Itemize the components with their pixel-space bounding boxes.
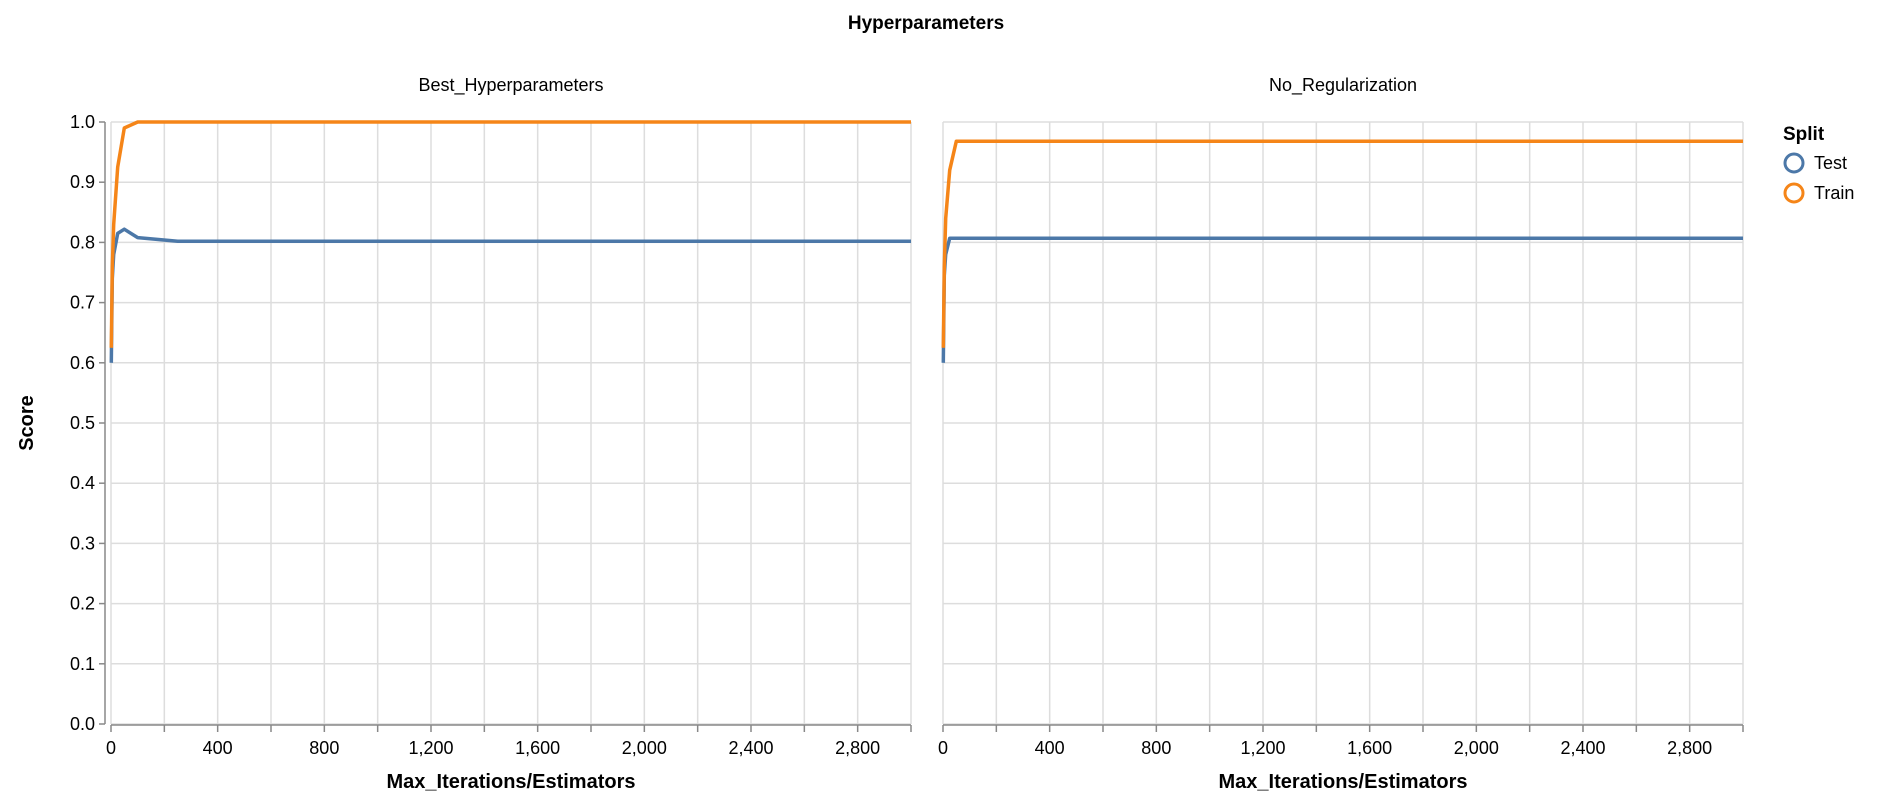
x-tick-label: 400	[203, 738, 233, 758]
legend-title: Split	[1783, 124, 1825, 145]
chart-title: Hyperparameters	[848, 13, 1004, 34]
legend-symbol-test	[1783, 152, 1805, 174]
series-line-test	[941, 236, 1743, 363]
x-tick-label: 1,200	[408, 738, 453, 758]
x-tick-label: 800	[1141, 738, 1171, 758]
x-tick-label: 2,000	[1454, 738, 1499, 758]
x-axis-title: Max_Iterations/Estimators	[1219, 771, 1468, 793]
x-tick-label: 400	[1035, 738, 1065, 758]
y-tick-label: 1.0	[70, 112, 95, 132]
legend-symbol-train	[1783, 182, 1805, 204]
legend: Split Test Train	[1783, 124, 1854, 204]
y-tick-label: 0.5	[70, 413, 95, 433]
y-tick-label: 0.4	[70, 473, 95, 493]
legend-label-test: Test	[1814, 153, 1847, 173]
x-tick-label: 2,000	[622, 738, 667, 758]
y-tick-label: 0.3	[70, 533, 95, 553]
y-tick-label: 0.2	[70, 594, 95, 614]
x-axis-title: Max_Iterations/Estimators	[387, 771, 636, 793]
x-tick-label: 1,200	[1240, 738, 1285, 758]
facet-panel-2: No_Regularization 0 400 800 1,200 1,600 2,000 2…	[938, 75, 1744, 793]
x-tick-label: 0	[938, 738, 948, 758]
y-tick-label: 0.7	[70, 293, 95, 313]
y-tick-label: 0.9	[70, 172, 95, 192]
y-tick-label: 0.8	[70, 232, 95, 252]
x-tick-label: 2,400	[728, 738, 773, 758]
x-tick-label: 2,400	[1560, 738, 1605, 758]
y-tick-label: 0.0	[70, 714, 95, 734]
x-tick-label: 800	[309, 738, 339, 758]
x-tick-label: 0	[106, 738, 116, 758]
facet-title: No_Regularization	[1269, 75, 1417, 96]
series-line-test	[109, 227, 911, 363]
legend-entries: Test Train	[1783, 152, 1854, 204]
x-tick-label: 1,600	[515, 738, 560, 758]
series-line-train	[941, 139, 1743, 348]
x-tick-label: 2,800	[835, 738, 880, 758]
facet-title: Best_Hyperparameters	[418, 75, 603, 96]
legend-label-train: Train	[1814, 183, 1854, 203]
x-tick-label: 1,600	[1347, 738, 1392, 758]
series-line-train	[109, 120, 911, 348]
facet-panel-1: Best_Hyperparameters 0.0 0.1 0.2 0.3 0.4 0.5 0.…	[70, 75, 912, 793]
y-tick-label: 0.1	[70, 654, 95, 674]
y-tick-label: 0.6	[70, 353, 95, 373]
facets-layer: Best_Hyperparameters 0.0 0.1 0.2 0.3 0.4 0.5 0.…	[70, 75, 1744, 793]
x-tick-label: 2,800	[1667, 738, 1712, 758]
y-axis-title: Score	[16, 395, 38, 451]
